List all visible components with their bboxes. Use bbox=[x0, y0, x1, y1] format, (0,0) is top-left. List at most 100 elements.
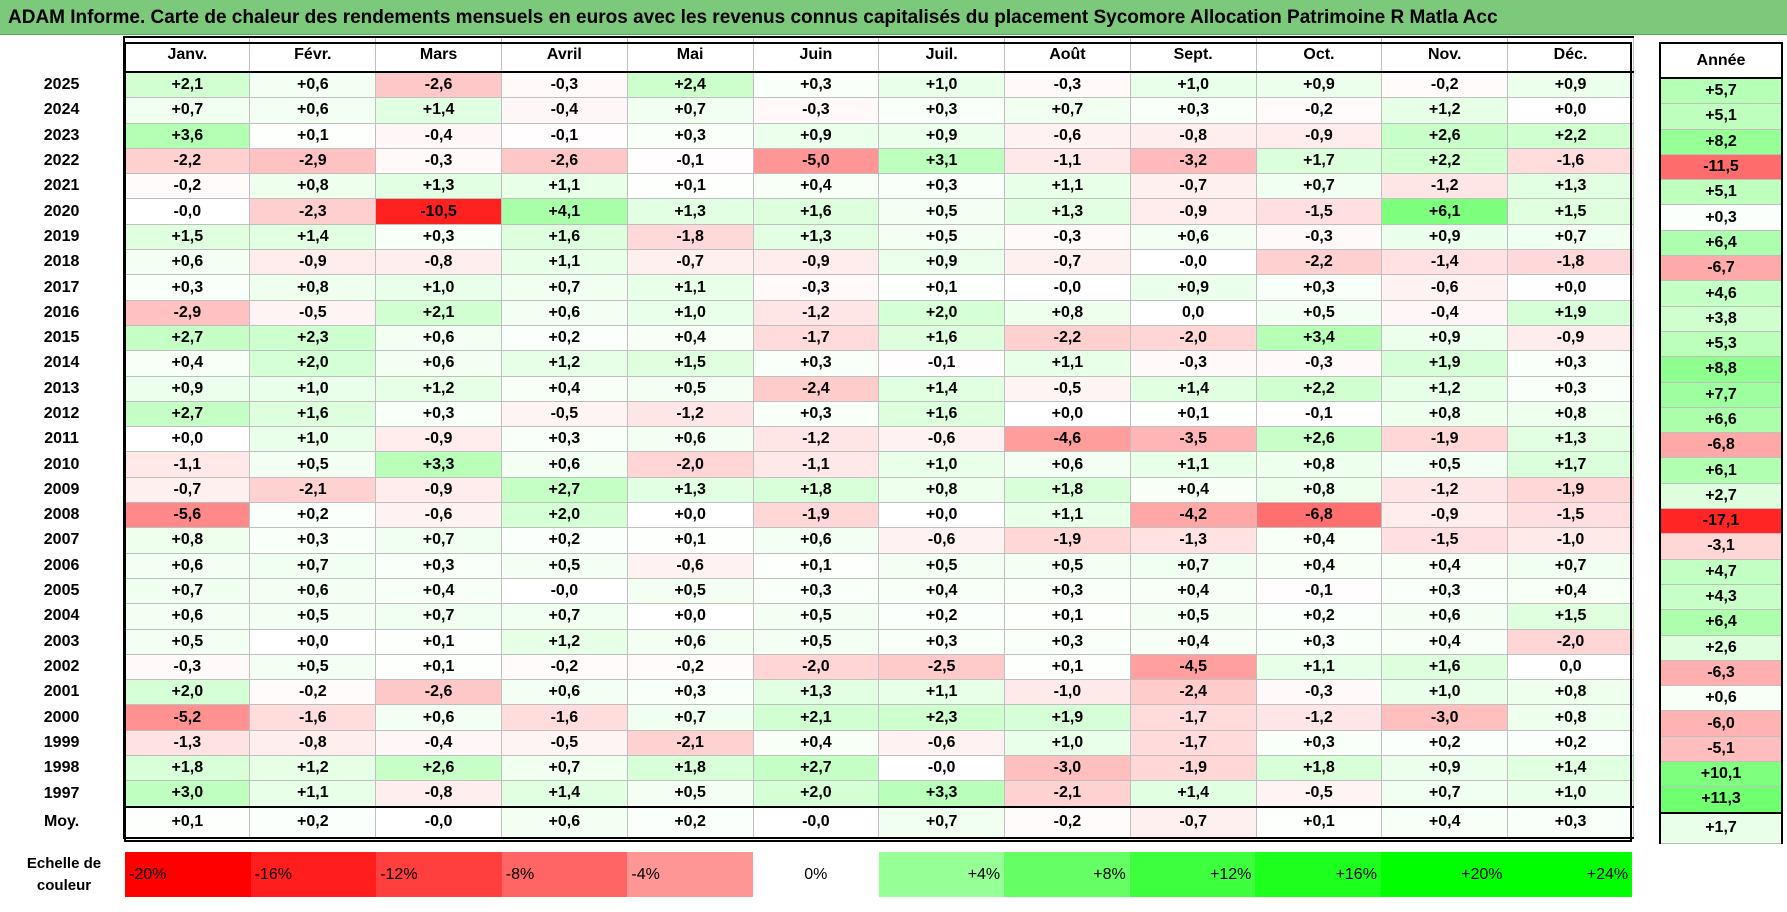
heatmap-cell: +6,1 bbox=[1381, 198, 1509, 225]
scale-swatch: -16% bbox=[250, 852, 377, 897]
heatmap-cell: +3,0 bbox=[123, 780, 251, 808]
heatmap-cell: -0,4 bbox=[375, 729, 502, 757]
heatmap-cell: +0,4 bbox=[626, 324, 754, 352]
heatmap-cell: -2,2 bbox=[123, 147, 251, 175]
heatmap-cell: +2,7 bbox=[123, 324, 251, 352]
heatmap-cell: +0,2 bbox=[500, 324, 628, 352]
year-row: 2014 +0,4 +2,0 +0,6 +1,2 +1,5 +0,3 -0,1 +1,1 -0,3… bbox=[0, 350, 1634, 377]
heatmap-cell: +0,3 bbox=[878, 173, 1006, 200]
heatmap-cell: +0,5 bbox=[878, 223, 1006, 251]
heatmap-cell: +0,3 bbox=[1507, 805, 1634, 839]
heatmap-cell: +1,3 bbox=[752, 679, 880, 706]
heatmap-cell: -4,5 bbox=[1129, 653, 1257, 681]
year-label: 2010 bbox=[0, 451, 126, 478]
heatmap-cell: +0,6 bbox=[375, 324, 502, 352]
heatmap-cell: -5,6 bbox=[123, 502, 251, 529]
heatmap-cell: -1,6 bbox=[249, 704, 377, 731]
heatmap-cell: -2,9 bbox=[249, 147, 377, 175]
annual-cell: +5,3 bbox=[1659, 330, 1783, 358]
heatmap-cell: +1,3 bbox=[1507, 426, 1634, 453]
heatmap-cell: +0,1 bbox=[1129, 400, 1257, 428]
year-label: 2008 bbox=[0, 502, 126, 528]
heatmap-table: Janv. Févr. Mars Avril Mai Juin Juil. Août Sept.… bbox=[0, 36, 1634, 839]
annual-cell: -17,1 bbox=[1659, 508, 1783, 535]
year-row: 2023 +3,6 +0,1 -0,4 -0,1 +0,3 +0,9 +0,9 -0,6 -0,8… bbox=[0, 122, 1634, 149]
year-label: 2025 bbox=[0, 72, 126, 98]
heatmap-cell: -0,7 bbox=[1129, 805, 1257, 839]
heatmap-cell: +1,1 bbox=[1129, 451, 1257, 478]
heatmap-cell: -1,2 bbox=[1255, 704, 1383, 731]
heatmap-cell: +0,0 bbox=[878, 502, 1006, 529]
heatmap-cell: +0,9 bbox=[1381, 324, 1509, 352]
heatmap-cell: +0,3 bbox=[752, 400, 880, 428]
month-header: Sept. bbox=[1129, 36, 1257, 73]
heatmap-cell: +0,3 bbox=[1507, 375, 1634, 402]
heatmap-cell: +0,8 bbox=[1255, 476, 1383, 504]
heatmap-cell: +0,7 bbox=[500, 603, 628, 630]
year-row: 2004 +0,6 +0,5 +0,7 +0,7 +0,0 +0,5 +0,2 +0,1 +0,5… bbox=[0, 603, 1634, 630]
year-label: 2012 bbox=[0, 401, 126, 427]
heatmap-cell: +2,7 bbox=[752, 755, 880, 782]
heatmap-cell: +0,4 bbox=[1129, 577, 1257, 605]
month-header: Nov. bbox=[1381, 36, 1509, 73]
heatmap-cell: -1,6 bbox=[1507, 147, 1634, 175]
year-row: 2018 +0,6 -0,9 -0,8 +1,1 -0,7 -0,9 +0,9 -0,7 -0,0… bbox=[0, 249, 1634, 276]
heatmap-cell: +0,7 bbox=[500, 274, 628, 301]
heatmap-cell: +0,8 bbox=[1507, 704, 1634, 731]
heatmap-cell: +0,0 bbox=[1004, 400, 1131, 428]
heatmap-cell: +1,3 bbox=[626, 198, 754, 225]
heatmap-cell: +1,2 bbox=[500, 628, 628, 655]
scale-swatch: +8% bbox=[1004, 852, 1130, 897]
heatmap-cell: +1,4 bbox=[500, 780, 628, 808]
year-row: 2003 +0,5 +0,0 +0,1 +1,2 +0,6 +0,5 +0,3 +0,3 +0,4… bbox=[0, 628, 1634, 655]
heatmap-cell: -0,9 bbox=[375, 476, 502, 504]
heatmap-cell: +0,4 bbox=[1507, 577, 1634, 605]
heatmap-cell: +0,1 bbox=[375, 628, 502, 655]
heatmap-cell: -0,3 bbox=[752, 274, 880, 301]
heatmap-cell: -0,1 bbox=[500, 122, 628, 149]
heatmap-cell: +0,1 bbox=[249, 122, 377, 149]
heatmap-cell: -1,9 bbox=[1381, 426, 1509, 453]
heatmap-cell: -0,3 bbox=[123, 653, 251, 681]
heatmap-cell: -0,6 bbox=[626, 552, 754, 579]
heatmap-cell: +2,1 bbox=[123, 71, 251, 99]
heatmap-cell: +2,2 bbox=[1255, 375, 1383, 402]
heatmap-cell: +0,5 bbox=[1255, 299, 1383, 326]
heatmap-cell: -4,6 bbox=[1004, 426, 1131, 453]
annual-cell: +4,6 bbox=[1659, 280, 1783, 307]
annual-cell: +11,3 bbox=[1659, 786, 1783, 814]
heatmap-cell: +3,3 bbox=[878, 780, 1006, 808]
heatmap-cell: +1,6 bbox=[500, 223, 628, 251]
annual-cell: -6,7 bbox=[1659, 255, 1783, 282]
heatmap-cell: +1,6 bbox=[1381, 653, 1509, 681]
heatmap-cell: +0,5 bbox=[500, 552, 628, 579]
heatmap-cell: -2,3 bbox=[249, 198, 377, 225]
heatmap-cell: +0,4 bbox=[1381, 552, 1509, 579]
heatmap-cell: +3,1 bbox=[878, 147, 1006, 175]
heatmap-cell: +2,0 bbox=[752, 780, 880, 808]
heatmap-cell: +1,4 bbox=[1507, 755, 1634, 782]
heatmap-cell: +2,7 bbox=[123, 400, 251, 428]
heatmap-cell: +0,7 bbox=[500, 755, 628, 782]
heatmap-cell: +0,6 bbox=[626, 426, 754, 453]
heatmap-cell: +0,3 bbox=[878, 628, 1006, 655]
heatmap-cell: +0,6 bbox=[500, 299, 628, 326]
year-row: 2002 -0,3 +0,5 +0,1 -0,2 -0,2 -2,0 -2,5 +0,1 -4,5… bbox=[0, 653, 1634, 681]
heatmap-cell: +0,5 bbox=[249, 603, 377, 630]
heatmap-cell: +0,8 bbox=[1507, 400, 1634, 428]
heatmap-cell: +1,6 bbox=[878, 324, 1006, 352]
heatmap-cell: +0,6 bbox=[500, 679, 628, 706]
heatmap-cell: +0,0 bbox=[1507, 97, 1634, 124]
heatmap-cell: -2,0 bbox=[1129, 324, 1257, 352]
heatmap-cell: -0,3 bbox=[752, 97, 880, 124]
heatmap-cell: -2,6 bbox=[375, 71, 502, 99]
heatmap-cell: 0,0 bbox=[1507, 653, 1634, 681]
heatmap-cell: -0,6 bbox=[1381, 274, 1509, 301]
heatmap-cell: +0,9 bbox=[1381, 223, 1509, 251]
heatmap-cell: +0,4 bbox=[752, 729, 880, 757]
annual-cell: -3,1 bbox=[1659, 533, 1783, 560]
heatmap-cell: +1,1 bbox=[1255, 653, 1383, 681]
year-label: 2015 bbox=[0, 325, 126, 351]
heatmap-cell: -0,4 bbox=[1381, 299, 1509, 326]
annual-cell: +0,6 bbox=[1659, 685, 1783, 712]
